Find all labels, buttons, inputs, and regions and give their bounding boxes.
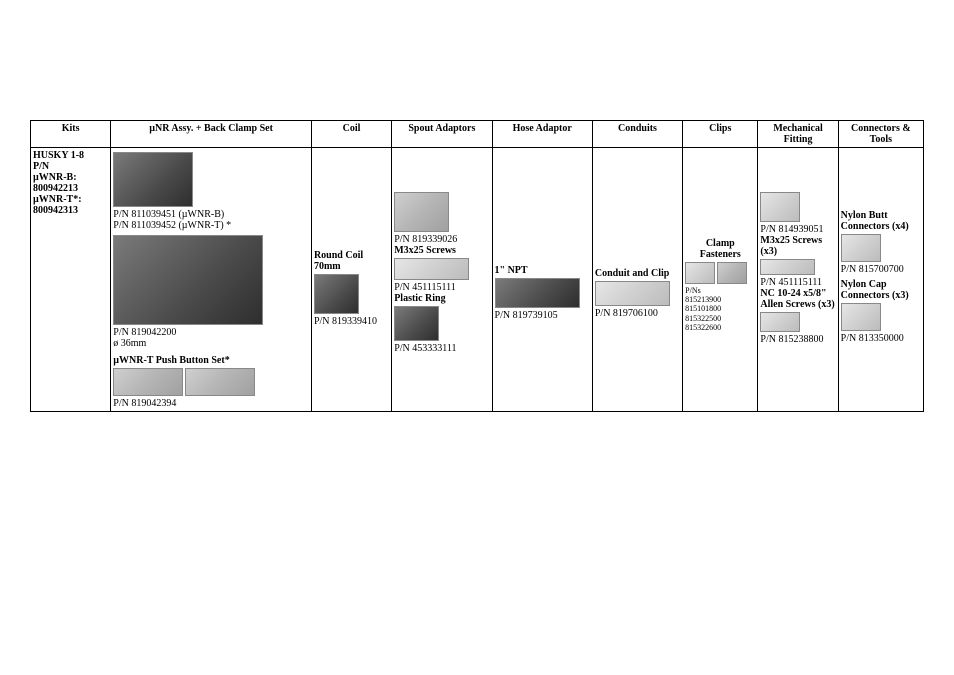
kits-line2: P/N — [33, 161, 49, 172]
table-row: HUSKY 1-8 P/N µWNR-B: 800942213 µWNR-T*:… — [31, 148, 924, 412]
table-header-row: Kits µNR Assy. + Back Clamp Set Coil Spo… — [31, 121, 924, 148]
mech-allen-title: NC 10-24 x5/8" Allen Screws (x3) — [760, 288, 835, 310]
cell-coil: Round Coil 70mm P/N 819339410 — [311, 148, 391, 412]
spout-pn2: P/N 451115111 — [394, 282, 489, 293]
assy-pn3: P/N 819042200 — [113, 327, 309, 338]
hose-pn: P/N 819739105 — [495, 310, 590, 321]
kits-line1: HUSKY 1-8 — [33, 150, 84, 161]
th-coil: Coil — [311, 121, 391, 148]
clips-pn3: 815322500 — [685, 314, 755, 323]
mech-screws-title: M3x25 Screws (x3) — [760, 235, 835, 257]
clips-pn2: 815101800 — [685, 304, 755, 313]
coil-title: Round Coil 70mm — [314, 250, 389, 272]
product-image — [394, 258, 469, 280]
assy-pn2: P/N 811039452 (µWNR-T) * — [113, 220, 309, 231]
clips-pn4: 815322600 — [685, 323, 755, 332]
assy-pn4: P/N 819042394 — [113, 398, 309, 409]
product-image — [113, 152, 193, 207]
mech-pn2: P/N 451115111 — [760, 277, 835, 288]
assy-pn1: P/N 811039451 (µWNR-B) — [113, 209, 309, 220]
th-assy: µNR Assy. + Back Clamp Set — [111, 121, 312, 148]
product-image — [394, 306, 439, 341]
spout-ring-title: Plastic Ring — [394, 293, 489, 304]
coil-pn: P/N 819339410 — [314, 316, 389, 327]
cell-conduits: Conduit and Clip P/N 819706100 — [592, 148, 682, 412]
product-image — [841, 234, 881, 262]
mech-pn3: P/N 815238800 — [760, 334, 835, 345]
cell-clips: Clamp Fasteners P/Ns 815213900 815101800… — [683, 148, 758, 412]
th-conduits: Conduits — [592, 121, 682, 148]
th-kits: Kits — [31, 121, 111, 148]
kits-table: Kits µNR Assy. + Back Clamp Set Coil Spo… — [30, 120, 924, 412]
spout-pn1: P/N 819339026 — [394, 234, 489, 245]
product-image — [841, 303, 881, 331]
product-image — [760, 312, 800, 332]
clips-pn1: 815213900 — [685, 295, 755, 304]
spout-pn3: P/N 453333111 — [394, 343, 489, 354]
assy-pb-title: µWNR-T Push Button Set* — [113, 355, 309, 366]
kits-line3: µWNR-B: — [33, 172, 77, 183]
product-image — [760, 192, 800, 222]
mech-pn1: P/N 814939051 — [760, 224, 835, 235]
cell-kits: HUSKY 1-8 P/N µWNR-B: 800942213 µWNR-T*:… — [31, 148, 111, 412]
cell-assy: P/N 811039451 (µWNR-B) P/N 811039452 (µW… — [111, 148, 312, 412]
th-spout: Spout Adaptors — [392, 121, 492, 148]
product-image — [685, 262, 715, 284]
product-image — [185, 368, 255, 396]
product-image — [495, 278, 580, 308]
clips-title: Clamp Fasteners — [685, 238, 755, 260]
conn-cap-title: Nylon Cap Connectors (x3) — [841, 279, 921, 301]
th-clips: Clips — [683, 121, 758, 148]
th-conn: Connectors & Tools — [838, 121, 923, 148]
page: Kits µNR Assy. + Back Clamp Set Coil Spo… — [0, 0, 954, 675]
kits-line6: 800942313 — [33, 205, 78, 216]
cell-hose: 1" NPT P/N 819739105 — [492, 148, 592, 412]
product-image — [717, 262, 747, 284]
kits-line4: 800942213 — [33, 183, 78, 194]
conduits-pn: P/N 819706100 — [595, 308, 680, 319]
conn-butt-title: Nylon Butt Connectors (x4) — [841, 210, 921, 232]
conn-pn1: P/N 815700700 — [841, 264, 921, 275]
product-image — [394, 192, 449, 232]
product-image — [595, 281, 670, 306]
spout-screws-title: M3x25 Screws — [394, 245, 489, 256]
conduits-title: Conduit and Clip — [595, 268, 680, 279]
clips-pns-label: P/Ns — [685, 286, 755, 295]
product-image — [760, 259, 815, 275]
cell-conn: Nylon Butt Connectors (x4) P/N 815700700… — [838, 148, 923, 412]
hose-title: 1" NPT — [495, 265, 590, 276]
cell-spout: P/N 819339026 M3x25 Screws P/N 451115111… — [392, 148, 492, 412]
assy-diam: ø 36mm — [113, 338, 309, 349]
product-image — [113, 368, 183, 396]
th-hose: Hose Adaptor — [492, 121, 592, 148]
cell-mech: P/N 814939051 M3x25 Screws (x3) P/N 4511… — [758, 148, 838, 412]
kits-line5: µWNR-T*: — [33, 194, 82, 205]
product-image — [314, 274, 359, 314]
th-mech: Mechanical Fitting — [758, 121, 838, 148]
product-image — [113, 235, 263, 325]
conn-pn2: P/N 813350000 — [841, 333, 921, 344]
